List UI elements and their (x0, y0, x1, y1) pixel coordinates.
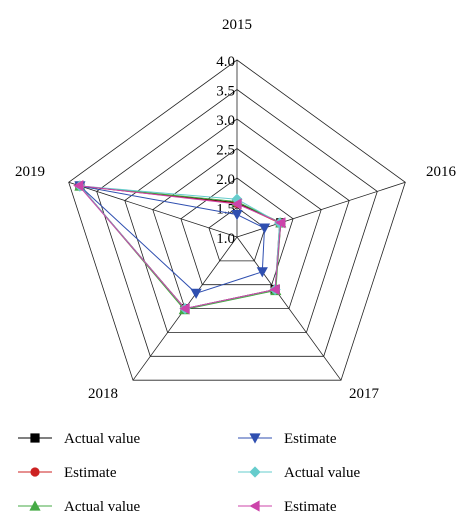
radial-tick-labels: 1.01.52.02.53.03.54.0 (216, 54, 235, 247)
legend-item: Estimate (238, 431, 337, 447)
legend-item: Estimate (18, 465, 117, 481)
axis-spoke-2 (236, 236, 342, 381)
legend-label: Estimate (284, 499, 337, 515)
series-line (77, 184, 282, 310)
legend-marker (249, 433, 261, 444)
legend-marker (30, 433, 40, 443)
tick-label: 2.0 (216, 172, 235, 188)
radar-grid (68, 59, 406, 381)
legend-marker (249, 466, 261, 478)
grid-ring-4 (124, 118, 350, 333)
legend-label: Actual value (284, 465, 361, 481)
tick-label: 3.0 (216, 113, 235, 129)
legend-item: Actual value (238, 465, 361, 481)
axis-label-2015: 2015 (222, 17, 252, 33)
axis-labels: 2015 2016 2017 2018 2019 (15, 17, 457, 402)
axis-label-2019: 2019 (15, 164, 45, 180)
axis-label-2018: 2018 (88, 386, 118, 402)
tick-label: 2.5 (216, 143, 235, 159)
data-point (258, 223, 271, 234)
tick-label: 4.0 (216, 54, 235, 70)
axis-label-2016: 2016 (426, 164, 457, 180)
legend-item: Actual value (18, 431, 141, 447)
data-point (73, 180, 84, 192)
grid-ring-3 (152, 148, 322, 310)
axis-label-2017: 2017 (349, 386, 380, 402)
data-point (231, 210, 243, 221)
legend-label: Estimate (284, 431, 337, 447)
data-point (269, 283, 280, 296)
grid-ring-6 (68, 59, 406, 381)
axis-spoke-4 (68, 181, 238, 238)
legend-marker (30, 467, 40, 477)
tick-label: 1.0 (216, 231, 235, 247)
legend-item: Actual value (18, 499, 141, 515)
legend-label: Estimate (64, 465, 117, 481)
series-layer (73, 180, 287, 315)
legend-marker (249, 500, 260, 512)
series-line (78, 185, 266, 294)
tick-label: 3.5 (216, 84, 235, 100)
legend: Actual value Estimate Actual value Estimate… (18, 431, 361, 515)
series-5 (73, 180, 286, 315)
legend-marker (29, 500, 41, 511)
legend-label: Actual value (64, 431, 141, 447)
data-point (179, 303, 190, 315)
data-point (190, 288, 202, 299)
legend-label: Actual value (64, 499, 141, 515)
data-point (275, 217, 286, 229)
legend-item: Estimate (238, 499, 337, 515)
data-point (231, 198, 242, 210)
grid-ring-2 (180, 177, 294, 286)
data-point (256, 267, 268, 278)
grid-ring-5 (96, 89, 378, 357)
